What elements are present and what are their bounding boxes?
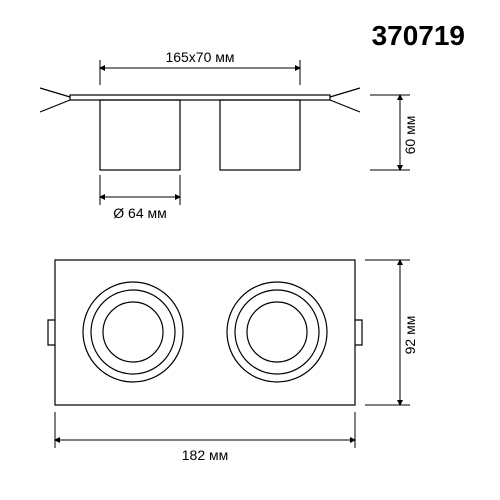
- side-view: [40, 88, 360, 170]
- product-code: 370719: [372, 20, 465, 52]
- dim-height-label: 60 мм: [402, 116, 418, 155]
- top-view: [48, 260, 362, 405]
- dim-outer-width-label: 92 мм: [402, 316, 418, 355]
- dim-outer-length-label: 182 мм: [182, 447, 229, 463]
- dim-outer-length: [55, 412, 355, 448]
- dim-diameter-label: Ø 64 мм: [113, 205, 167, 221]
- dim-cutout-label: 165x70 мм: [165, 49, 234, 65]
- dim-diameter: [100, 175, 180, 205]
